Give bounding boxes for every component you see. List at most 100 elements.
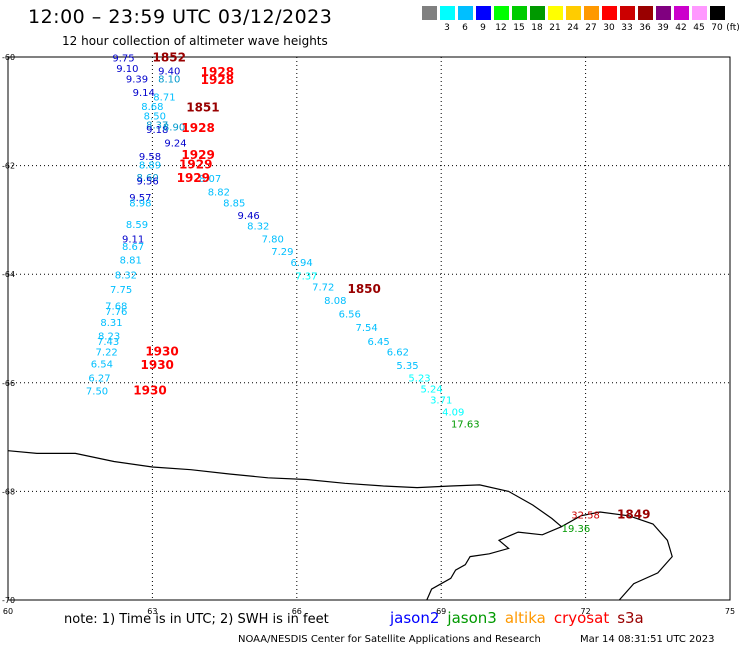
swh-value: 9.56 [136,177,158,188]
swh-value: 4.09 [442,407,464,418]
ice-shelf-path [426,526,562,601]
lon-tick-label: 66 [292,607,302,616]
colorbar-swatch [476,6,491,20]
colorbar-swatch [602,6,617,20]
colorbar-label: 15 [513,23,525,33]
axis-labels: -60 -62 -64 -66 -68 -70 60 63 66 69 72 75 [2,53,735,616]
pass-time-label: 1849 [617,508,650,522]
swh-value: 8.08 [324,296,346,307]
swh-value: 8.85 [223,198,245,209]
swh-value: 8.32 [247,222,269,233]
colorbar-label: 39 [657,23,669,33]
lat-tick-label: -62 [2,162,15,171]
swh-value: 3.71 [430,395,452,406]
colorbar-swatch [710,6,725,20]
swh-value: 32.58 [571,511,600,522]
swh-value: 6.56 [339,310,361,321]
coastline-path [7,450,673,601]
swh-value: 7.75 [110,285,132,296]
swh-value: 6.27 [88,374,110,385]
pass-time-label: 1928 [201,73,234,87]
colorbar-label: 36 [639,23,651,33]
swh-value: 9.46 [238,211,260,222]
swh-value: 6.62 [387,348,409,359]
swh-value: 8.59 [126,220,148,231]
colorbar-label: 24 [567,23,579,33]
generation-timestamp: Mar 14 08:31:51 UTC 2023 [580,634,715,645]
pass-time-label: 1928 [181,121,214,135]
colorbar-swatch [440,6,455,20]
swh-value: 6.94 [290,258,312,269]
colorbar-swatch [674,6,689,20]
colorbar-swatch [512,6,527,20]
lon-tick-label: 72 [581,607,591,616]
swh-value: 7.68 [105,301,127,312]
swh-value: 8.10 [158,75,180,86]
colorbar-swatch [458,6,473,20]
lat-tick-label: -66 [2,379,15,388]
swh-value: 8.89 [139,160,161,171]
colorbar-swatch [548,6,563,20]
colorbar-label: 3 [444,23,450,33]
swh-value: 7.50 [86,387,108,398]
colorbar-unit: (ft) [726,23,740,33]
colorbar-label: 27 [585,23,597,33]
lat-tick-label: -68 [2,487,15,496]
satellite-legend-item: altika [504,609,546,627]
swh-value: 9.40 [158,66,180,77]
pass-time-label: 1930 [145,345,178,359]
swh-value: 8.71 [153,92,175,103]
swh-value: 7.29 [271,247,293,258]
colorbar-label: 33 [621,23,633,33]
swh-value: 19.36 [562,524,591,535]
colorbar-label: 9 [480,23,486,33]
swh-value: 9.75 [112,53,134,64]
satellite-legend-item: jason2 [390,609,440,627]
swh-value: 9.24 [164,139,186,150]
lat-tick-label: -60 [2,53,15,62]
map-frame [7,56,731,601]
colorbar-label: 6 [462,23,468,33]
chart-subtitle: 12 hour collection of altimeter wave hei… [62,34,328,48]
pass-time-label: 1929 [179,157,212,171]
pass-time-label: 1929 [177,171,210,185]
swh-value: 5.35 [396,361,418,372]
pass-time-label: 1930 [133,384,166,398]
footer-note: note: 1) Time is in UTC; 2) SWH is in fe… [64,612,329,627]
colorbar-label: 21 [549,23,561,33]
swh-value: 7.22 [96,348,118,359]
lon-tick-label: 69 [436,607,446,616]
swh-value: 8.82 [208,187,230,198]
swh-value: 7.76 [105,307,127,318]
swh-value: 8.98 [129,198,151,209]
swh-value: 5.23 [408,374,430,385]
colorbar-swatch [638,6,653,20]
swh-value: 8.07 [199,174,221,185]
antarctic-coastline [7,450,673,601]
colorbar-label: 12 [495,23,507,33]
pass-time-label: 1850 [347,282,380,296]
swh-value: 7.37 [295,272,317,283]
satellite-legend: jason2 jason3 altika cryosat s3a [390,609,652,627]
swh-value: 9.11 [122,235,144,246]
swh-value: 7.80 [262,235,284,246]
swh-value: 9.39 [126,75,148,86]
swh-value: 7.72 [312,282,334,293]
swh-value: 7.54 [355,323,377,334]
swh-value: 8.90 [163,122,185,133]
colorbar-label: 30 [603,23,615,33]
swh-value: 5.24 [420,385,442,396]
swh-value: 8.31 [100,318,122,329]
colorbar-swatch [566,6,581,20]
lon-tick-label: 60 [3,607,13,616]
satellite-legend-item: jason3 [447,609,497,627]
colorbar-swatch [620,6,635,20]
lat-tick-label: -70 [2,596,15,605]
wave-height-labels: 9.759.109.39 9.408.109.148.718.688.508.37… [86,53,600,535]
swh-value: 9.14 [133,88,155,99]
colorbar-swatch [584,6,599,20]
swh-value: 6.54 [91,360,113,371]
satellite-legend-item: cryosat [553,609,610,627]
pass-time-label: 1852 [153,50,186,64]
